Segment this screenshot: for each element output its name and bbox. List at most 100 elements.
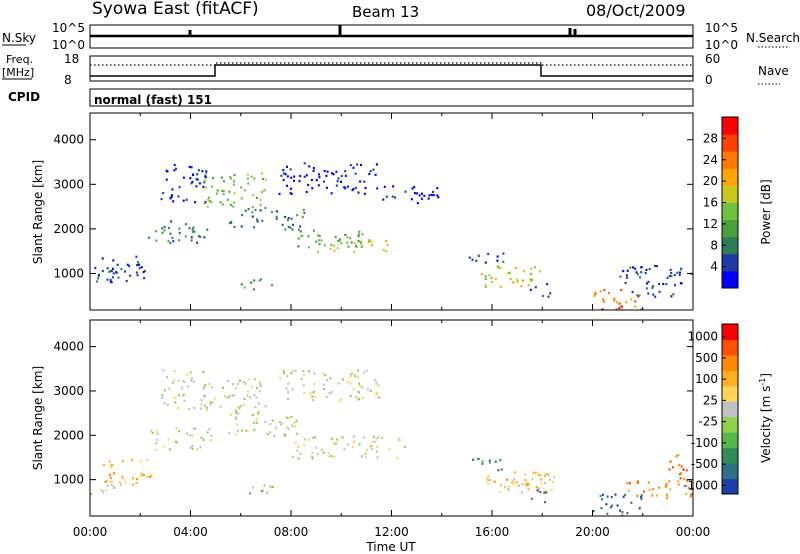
velocity-colorbar-tick-label: 500 xyxy=(695,351,718,365)
velocity-echo-cell xyxy=(174,401,177,404)
power-echo-cell xyxy=(340,242,343,245)
power-echo-cell xyxy=(136,264,138,267)
power-echo-cell xyxy=(315,240,318,243)
power-colorbar-swatch xyxy=(722,168,738,186)
power-echo-cell xyxy=(382,198,385,201)
velocity-echo-cell xyxy=(193,407,196,410)
power-echo-cell xyxy=(678,273,681,277)
power-echo-cell xyxy=(261,190,264,194)
velocity-echo-cell xyxy=(489,479,491,482)
velocity-echo-cell xyxy=(303,374,305,377)
velocity-echo-cell xyxy=(202,386,205,389)
velocity-echo-cell xyxy=(124,481,127,484)
velocity-colorbar-swatch xyxy=(722,385,738,402)
velocity-echo-cell xyxy=(331,437,334,440)
velocity-echo-cell xyxy=(471,458,474,461)
power-echo-cell xyxy=(240,225,243,228)
power-echo-cell xyxy=(333,249,336,252)
velocity-echo-cell xyxy=(253,428,256,431)
power-echo-cell xyxy=(307,183,310,187)
velocity-echo-cell xyxy=(524,479,527,482)
velocity-echo-cell xyxy=(487,479,490,482)
velocity-echo-region xyxy=(530,489,548,504)
velocity-colorbar-frame xyxy=(721,323,739,495)
power-echo-cell xyxy=(240,283,243,286)
velocity-echo-cell xyxy=(155,430,158,433)
velocity-echo-cell xyxy=(677,483,680,486)
velocity-echo-cell xyxy=(239,405,242,408)
power-echo-cell xyxy=(488,274,491,277)
velocity-echo-cell xyxy=(163,389,166,392)
velocity-echo-cell xyxy=(510,481,513,484)
velocity-echo-cell xyxy=(358,443,361,446)
velocity-colorbar-tick-label: -25 xyxy=(698,415,718,429)
velocity-echo-cell xyxy=(361,385,364,389)
power-echo-cell xyxy=(185,198,188,201)
velocity-echo-cell xyxy=(186,385,189,388)
power-echo-cell xyxy=(523,270,526,273)
velocity-echo-cell xyxy=(257,410,260,413)
power-echo-cell xyxy=(334,235,337,239)
velocity-echo-cell xyxy=(181,386,184,389)
velocity-echo-cell xyxy=(242,380,245,384)
velocity-echo-cell xyxy=(256,421,258,424)
power-echo-cell xyxy=(138,263,140,266)
velocity-echo-cell xyxy=(142,473,145,477)
velocity-echo-cell xyxy=(376,450,378,453)
velocity-echo-cell xyxy=(285,416,288,419)
freq-tick-top: 18 xyxy=(64,52,79,66)
power-echo-cell xyxy=(416,192,419,195)
velocity-echo-cell xyxy=(185,373,188,376)
velocity-echo-cell xyxy=(248,378,251,381)
power-echo-cell xyxy=(618,302,621,305)
power-echo-cell xyxy=(310,178,313,182)
velocity-echo-region xyxy=(486,471,556,494)
power-echo-cell xyxy=(654,264,656,268)
velocity-echo-cell xyxy=(192,427,195,430)
power-echo-cell xyxy=(110,281,113,284)
power-echo-cell xyxy=(203,181,206,184)
velocity-colorbar-swatch xyxy=(722,478,738,495)
power-colorbar-swatch xyxy=(722,151,738,169)
freq-label: Freq. xyxy=(6,53,33,66)
power-echo-cell xyxy=(333,244,335,247)
velocity-echo-cell xyxy=(313,382,316,385)
power-echo-cell xyxy=(430,193,433,196)
velocity-echo-cell xyxy=(260,489,263,493)
power-echo-cell xyxy=(203,179,206,182)
velocity-echo-cell xyxy=(291,388,294,391)
power-echo-cell xyxy=(190,166,193,169)
velocity-echo-cell xyxy=(182,394,185,397)
power-echo-cell xyxy=(106,278,109,281)
power-ytick-label: 4000 xyxy=(53,133,84,147)
power-echo-cell xyxy=(223,180,225,183)
velocity-echo-cell xyxy=(90,492,93,495)
power-echo-cell xyxy=(332,173,335,176)
power-echo-cell xyxy=(172,240,175,243)
velocity-echo-cell xyxy=(356,390,359,393)
velocity-echo-cell xyxy=(312,436,315,439)
power-echo-cell xyxy=(335,170,338,173)
power-echo-cell xyxy=(386,244,389,247)
power-echo-cell xyxy=(298,180,301,183)
velocity-echo-cell xyxy=(173,396,176,399)
power-echo-cell xyxy=(226,198,229,201)
velocity-echo-cell xyxy=(189,371,192,374)
velocity-echo-cell xyxy=(376,437,379,440)
velocity-echo-cell xyxy=(622,495,625,498)
velocity-echo-cell xyxy=(195,448,198,451)
velocity-echo-cell xyxy=(255,396,258,399)
velocity-echo-cell xyxy=(535,486,538,489)
power-echo-cell xyxy=(323,244,326,247)
velocity-echo-cell xyxy=(508,485,510,488)
velocity-echo-cell xyxy=(552,481,555,484)
velocity-echo-cell xyxy=(105,489,108,492)
power-echo-cell xyxy=(630,298,633,301)
velocity-echo-cell xyxy=(477,457,480,461)
power-echo-cell xyxy=(184,235,187,238)
power-echo-cell xyxy=(161,227,164,230)
velocity-echo-cell xyxy=(290,416,293,419)
power-echo-cell xyxy=(220,176,223,179)
power-echo-cell xyxy=(636,294,639,297)
power-echo-cell xyxy=(330,243,333,246)
